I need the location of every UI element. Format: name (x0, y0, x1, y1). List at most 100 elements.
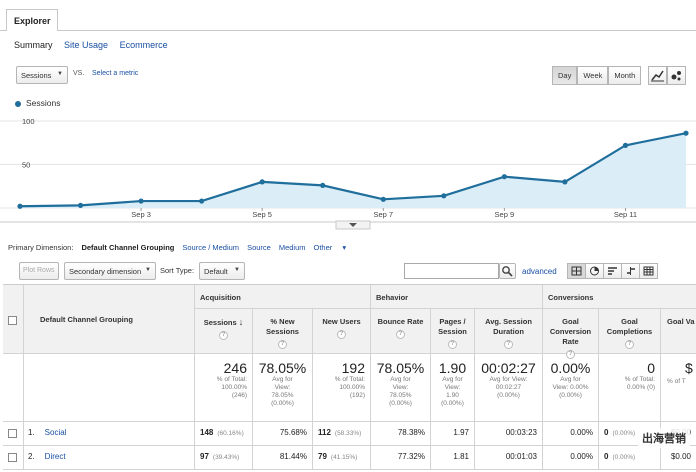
row-cell-new_sessions: 81.44% (253, 446, 313, 470)
sort-type-label: Sort Type: (160, 266, 195, 275)
cell-value: 112 (318, 428, 331, 437)
table-search-input[interactable] (404, 263, 499, 279)
help-icon[interactable]: ? (504, 340, 513, 349)
help-icon[interactable]: ? (396, 330, 405, 339)
month-button[interactable]: Month (608, 66, 642, 85)
col-goal-value-label: Goal Va (667, 317, 695, 326)
row-checkbox[interactable] (8, 429, 17, 438)
comparison-view-button[interactable] (621, 263, 640, 279)
cell-value: 148 (200, 428, 214, 437)
search-button[interactable] (499, 263, 516, 279)
sort-type-dropdown[interactable]: Default ▼ (199, 262, 245, 280)
motion-chart-button[interactable] (667, 66, 686, 85)
col-goal-conversion[interactable]: Goal Conversion Rate? (543, 309, 599, 359)
help-icon[interactable]: ? (278, 340, 287, 349)
col-avg-duration[interactable]: Avg. Session Duration? (475, 309, 543, 354)
dimension-active[interactable]: Default Channel Grouping (81, 243, 175, 252)
secondary-dimension-dropdown[interactable]: Secondary dimension ▼ (64, 262, 156, 280)
total-duration-value: 00:02:27 (481, 360, 536, 376)
total-sessions-value: 246 (223, 360, 247, 376)
chart-legend: Sessions (15, 98, 61, 108)
week-button[interactable]: Week (577, 66, 609, 85)
pivot-view-button[interactable] (639, 263, 658, 279)
col-new-sessions[interactable]: % New Sessions? (253, 309, 313, 354)
total-pages-session: 1.90 Avg for View: 1.90 (0.00%) (431, 354, 475, 422)
total-new-sessions-sub: View: (274, 384, 291, 391)
row-cell-compl: 0 (0.00%) (599, 446, 661, 470)
dimension-medium[interactable]: Medium (278, 243, 306, 252)
subnav-site-usage[interactable]: Site Usage (64, 40, 109, 50)
tab-explorer[interactable]: Explorer (6, 9, 58, 31)
col-goal-conversion-label: Goal Conversion Rate (549, 317, 592, 346)
row-cell-new_sessions: 75.68% (253, 422, 313, 446)
help-icon[interactable]: ? (219, 331, 228, 340)
help-icon[interactable]: ? (566, 350, 575, 359)
total-sessions-sub: (246) (231, 392, 247, 399)
chevron-down-icon: ▼ (234, 267, 240, 273)
pie-icon (590, 266, 599, 276)
total-bounce-rate: 78.05% Avg for View: 78.05% (0.00%) (371, 354, 431, 422)
metric-dropdown-label: Sessions (21, 71, 52, 80)
row-cell-new_users: 112 (58.33%) (313, 422, 371, 446)
group-acquisition: Acquisition (195, 285, 371, 309)
performance-view-button[interactable] (603, 263, 622, 279)
col-goal-value[interactable]: Goal Va (661, 309, 696, 354)
row-checkbox[interactable] (8, 453, 17, 462)
total-pages-sub: Avg for (442, 376, 463, 383)
help-icon[interactable]: ? (448, 340, 457, 349)
data-point (138, 198, 144, 204)
total-pages-sub: View: (444, 384, 461, 391)
total-duration-sub: Avg for View: (489, 376, 528, 383)
cell-value: $0.00 (670, 452, 691, 461)
help-icon[interactable]: ? (337, 330, 346, 339)
sort-desc-icon: ↓ (238, 317, 244, 327)
dimension-source[interactable]: Source (247, 243, 271, 252)
col-sessions[interactable]: Sessions ↓? (195, 309, 253, 354)
cell-value: 00:03:23 (505, 428, 537, 437)
col-new-users[interactable]: New Users? (313, 309, 371, 354)
comparison-icon (627, 267, 635, 275)
subnav-ecommerce[interactable]: Ecommerce (119, 40, 168, 50)
channel-link[interactable]: Social (44, 428, 67, 437)
line-chart-button[interactable] (648, 66, 667, 85)
total-new-sessions: 78.05% Avg for View: 78.05% (0.00%) (253, 354, 313, 422)
bubble-chart-icon (671, 71, 681, 81)
line-chart-icon (651, 70, 664, 82)
select-metric-link[interactable]: Select a metric (92, 70, 139, 77)
total-bounce-sub: (0.00%) (389, 400, 412, 407)
plot-rows-button[interactable]: Plot Rows (19, 262, 59, 280)
help-icon[interactable]: ? (625, 340, 634, 349)
legend-label: Sessions (26, 98, 61, 108)
select-all-checkbox[interactable] (8, 316, 17, 325)
col-bounce-rate[interactable]: Bounce Rate? (371, 309, 431, 354)
total-val-value: $ (685, 360, 693, 376)
col-avg-duration-label: Avg. Session Duration (485, 317, 532, 336)
view-toggle (567, 263, 658, 279)
day-button[interactable]: Day (552, 66, 578, 85)
cell-percent: (39.43%) (212, 454, 240, 461)
row-cell-sessions: 148 (60.16%) (195, 422, 253, 446)
data-point (380, 196, 386, 202)
tab-divider (0, 30, 696, 31)
pie-view-button[interactable] (585, 263, 604, 279)
col-goal-completions[interactable]: Goal Completions? (599, 309, 661, 354)
total-sessions-sub: % of Total: (216, 376, 247, 383)
row-channel: 2. Direct (24, 446, 195, 470)
x-tick-label: Sep 7 (373, 210, 393, 219)
x-tick-label: Sep 5 (252, 210, 272, 219)
dim-header[interactable]: Default Channel Grouping (24, 285, 195, 354)
col-pages-session[interactable]: Pages / Session? (431, 309, 475, 354)
subnav-summary[interactable]: Summary (14, 40, 53, 50)
col-goal-completions-label: Goal Completions (606, 317, 653, 336)
advanced-link[interactable]: advanced (522, 267, 557, 276)
dimension-source-medium[interactable]: Source / Medium (182, 243, 240, 252)
dimension-other[interactable]: Other ▾ (313, 243, 347, 252)
channel-link[interactable]: Direct (44, 452, 66, 461)
table-view-button[interactable] (567, 263, 586, 279)
sessions-points (17, 130, 689, 209)
cell-value: 77.32% (397, 452, 425, 461)
x-axis-labels: Sep 3 Sep 5 Sep 7 Sep 9 Sep 11 (131, 208, 637, 219)
cell-value: 0 (604, 428, 609, 437)
metric-dropdown[interactable]: Sessions ▼ (16, 66, 68, 84)
cell-value: 81.44% (279, 452, 307, 461)
